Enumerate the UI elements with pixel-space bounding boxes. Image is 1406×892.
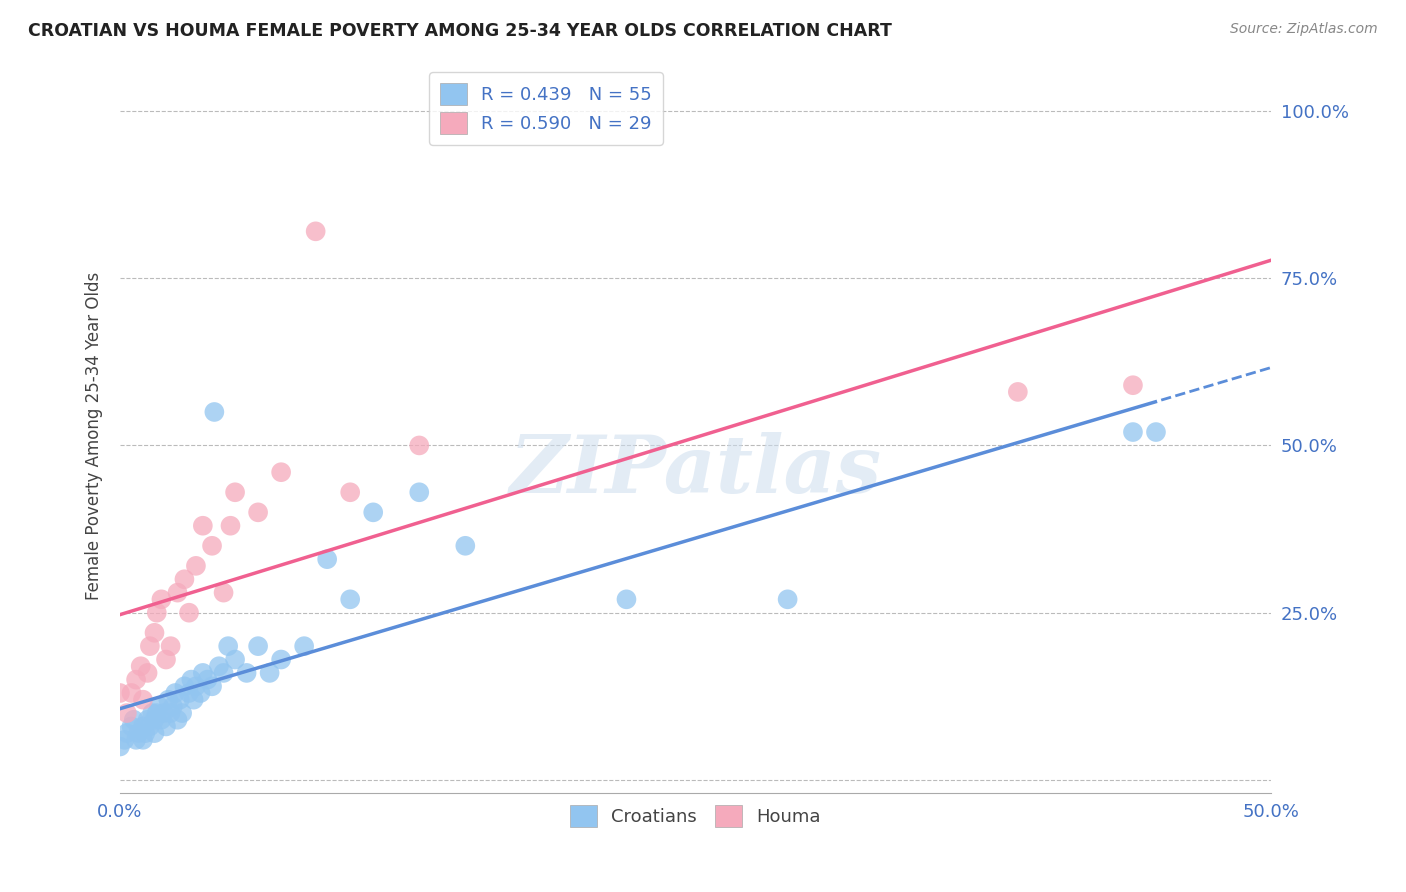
Legend: Croatians, Houma: Croatians, Houma [562,798,828,834]
Point [339,592,361,607]
Point [150,592,173,607]
Point [201,539,224,553]
Point [190,686,212,700]
Point [114,732,136,747]
Point [152,706,174,720]
Point [143,713,166,727]
Point [139,639,162,653]
Point [247,639,270,653]
Point [316,552,339,566]
Point [212,665,235,680]
Point [270,465,292,479]
Point [141,706,163,720]
Point [143,625,166,640]
Point [121,686,143,700]
Point [184,679,207,693]
Point [169,692,191,706]
Point [166,585,188,599]
Point [224,652,246,666]
Point [408,485,430,500]
Point [125,673,148,687]
Point [270,652,292,666]
Point [125,732,148,747]
Point [143,726,166,740]
Point [224,485,246,500]
Point [121,719,143,733]
Point [1144,425,1167,439]
Point [1122,378,1144,392]
Point [122,713,145,727]
Point [127,726,149,740]
Point [115,706,138,720]
Point [408,438,430,452]
Point [339,485,361,500]
Point [146,706,169,720]
Point [173,679,195,693]
Point [172,706,194,720]
Point [159,706,181,720]
Point [197,673,219,687]
Point [166,713,188,727]
Point [361,505,384,519]
Point [157,692,180,706]
Point [148,699,170,714]
Point [132,692,155,706]
Point [776,592,799,607]
Point [217,639,239,653]
Point [184,558,207,573]
Point [129,659,152,673]
Point [136,713,159,727]
Point [208,659,231,673]
Point [201,679,224,693]
Point [136,665,159,680]
Point [1007,384,1029,399]
Point [155,719,177,733]
Point [146,606,169,620]
Point [191,518,214,533]
Point [247,505,270,519]
Point [177,606,200,620]
Point [173,572,195,586]
Point [202,405,225,419]
Point [292,639,315,653]
Y-axis label: Female Poverty Among 25-34 Year Olds: Female Poverty Among 25-34 Year Olds [86,271,103,599]
Text: Source: ZipAtlas.com: Source: ZipAtlas.com [1230,22,1378,37]
Point [177,686,200,700]
Point [212,585,235,599]
Point [115,726,138,740]
Point [191,665,214,680]
Point [132,719,155,733]
Point [165,686,187,700]
Point [235,665,257,680]
Point [150,713,173,727]
Point [183,692,205,706]
Point [454,539,477,553]
Point [259,665,281,680]
Text: CROATIAN VS HOUMA FEMALE POVERTY AMONG 25-34 YEAR OLDS CORRELATION CHART: CROATIAN VS HOUMA FEMALE POVERTY AMONG 2… [28,22,891,40]
Text: ZIPatlas: ZIPatlas [509,433,882,510]
Point [134,726,156,740]
Point [155,652,177,666]
Point [162,699,184,714]
Point [180,673,202,687]
Point [616,592,638,607]
Point [1122,425,1144,439]
Point [305,224,328,238]
Point [139,719,162,733]
Point [108,686,131,700]
Point [219,518,242,533]
Point [108,739,131,754]
Point [132,732,155,747]
Point [159,639,181,653]
